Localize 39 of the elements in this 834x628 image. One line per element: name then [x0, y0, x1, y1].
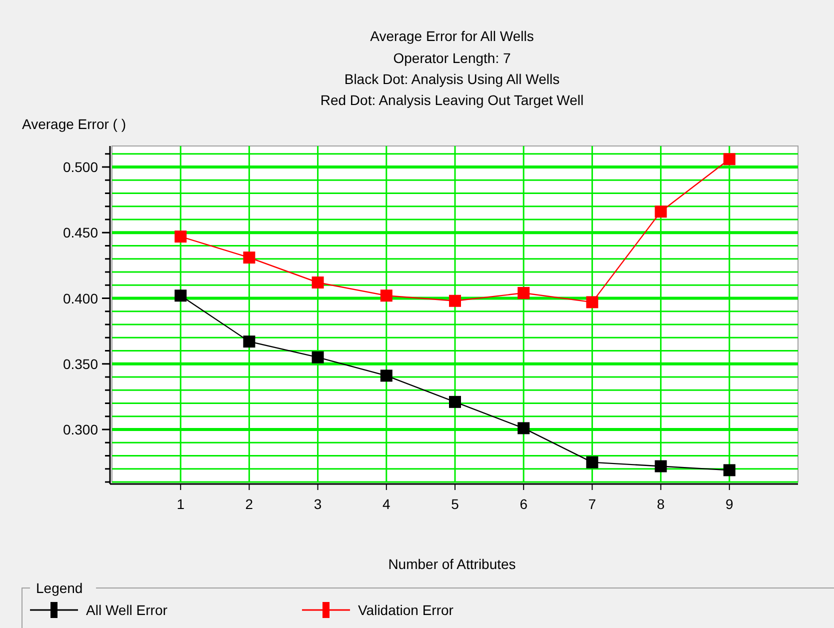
point [243, 336, 256, 348]
y-tick-label: 0.400 [62, 290, 98, 306]
point [723, 153, 736, 166]
x-tick-label: 3 [314, 496, 322, 512]
x-tick-label: 6 [520, 496, 528, 512]
point [518, 422, 530, 434]
chart-title: Average Error for All Wells [370, 28, 534, 44]
x-axis-title: Number of Attributes [388, 556, 516, 572]
point [312, 276, 324, 288]
x-tick-label: 1 [176, 496, 185, 512]
y-tick-label: 0.500 [62, 159, 98, 175]
point [586, 296, 598, 308]
point [586, 456, 598, 468]
x-tick-label: 7 [588, 496, 596, 512]
y-tick-label: 0.300 [62, 422, 98, 438]
point [654, 206, 667, 218]
x-tick-label: 4 [382, 496, 390, 512]
legend-title: Legend [36, 580, 83, 596]
point [380, 370, 392, 382]
x-tick-label: 2 [245, 496, 254, 512]
legend-label: Validation Error [358, 602, 454, 618]
y-tick-label: 0.350 [62, 356, 98, 372]
point [380, 290, 392, 302]
point [312, 351, 324, 364]
y-axis-title: Average Error ( ) [22, 116, 126, 132]
point [243, 252, 256, 264]
chart-subtitle: Operator Length: 7 Black Dot: Analysis Using All Wells Red Dot: Analysis Leaving Out Target Well [320, 50, 584, 108]
point [174, 230, 187, 243]
x-tick-label: 5 [451, 496, 460, 512]
point [654, 460, 667, 472]
x-tick-label: 9 [726, 496, 734, 512]
point [449, 294, 461, 307]
point [518, 287, 530, 299]
point [723, 464, 736, 476]
point [174, 290, 187, 302]
legend-label: All Well Error [86, 602, 168, 618]
x-tick-label: 8 [656, 496, 665, 512]
point [449, 396, 461, 408]
y-tick-label: 0.450 [62, 224, 98, 241]
